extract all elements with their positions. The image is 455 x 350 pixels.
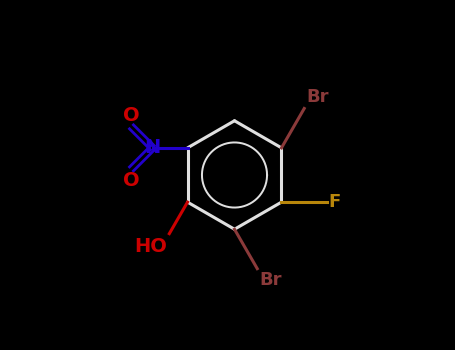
Text: N: N bbox=[144, 138, 161, 158]
Text: Br: Br bbox=[306, 88, 329, 106]
Text: O: O bbox=[123, 106, 140, 125]
Text: Br: Br bbox=[259, 272, 282, 289]
Text: F: F bbox=[329, 193, 341, 211]
Text: O: O bbox=[123, 171, 140, 190]
Text: HO: HO bbox=[135, 237, 167, 256]
